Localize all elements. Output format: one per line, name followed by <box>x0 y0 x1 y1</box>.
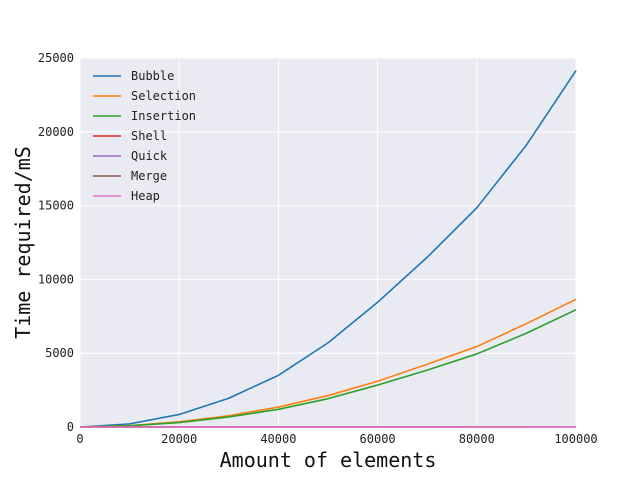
legend-item: Selection <box>93 89 196 103</box>
legend-label: Quick <box>131 149 168 163</box>
y-tick-label: 5000 <box>45 346 74 360</box>
y-tick-label: 10000 <box>38 272 74 286</box>
y-tick-label: 0 <box>67 420 74 434</box>
x-tick-label: 40000 <box>260 432 296 446</box>
legend-item: Merge <box>93 169 167 183</box>
series-line-bubble <box>79 70 577 428</box>
series-line-insertion <box>79 308 577 428</box>
legend-label: Bubble <box>131 69 174 83</box>
grid <box>79 57 577 428</box>
legend-label: Shell <box>131 129 167 143</box>
y-tick-label: 25000 <box>38 51 74 65</box>
legend-item: Insertion <box>93 109 196 123</box>
x-tick-label: 20000 <box>161 432 197 446</box>
x-tick-label: 80000 <box>459 432 495 446</box>
legend-label: Selection <box>131 89 196 103</box>
x-axis-title: Amount of elements <box>220 448 437 472</box>
x-tick-labels: 0 20000 40000 60000 80000 100000 <box>76 432 597 446</box>
y-tick-label: 20000 <box>38 125 74 139</box>
legend-item: Shell <box>93 129 167 143</box>
legend-label: Merge <box>131 169 167 183</box>
series-lines <box>79 70 577 428</box>
legend-label: Insertion <box>131 109 196 123</box>
legend-item: Quick <box>93 149 168 163</box>
y-tick-label: 15000 <box>38 199 74 213</box>
legend-label: Heap <box>131 189 160 203</box>
y-tick-labels: 0 5000 10000 15000 20000 25000 <box>38 51 74 434</box>
plot-area <box>80 58 576 427</box>
legend: Bubble Selection Insertion Shell Quick Merge H… <box>93 69 196 203</box>
y-axis-title: Time required/mS <box>11 146 35 339</box>
x-tick-label: 60000 <box>360 432 396 446</box>
x-tick-label: 0 <box>76 432 83 446</box>
legend-item: Heap <box>93 189 160 203</box>
legend-item: Bubble <box>93 69 174 83</box>
x-tick-label: 100000 <box>554 432 597 446</box>
